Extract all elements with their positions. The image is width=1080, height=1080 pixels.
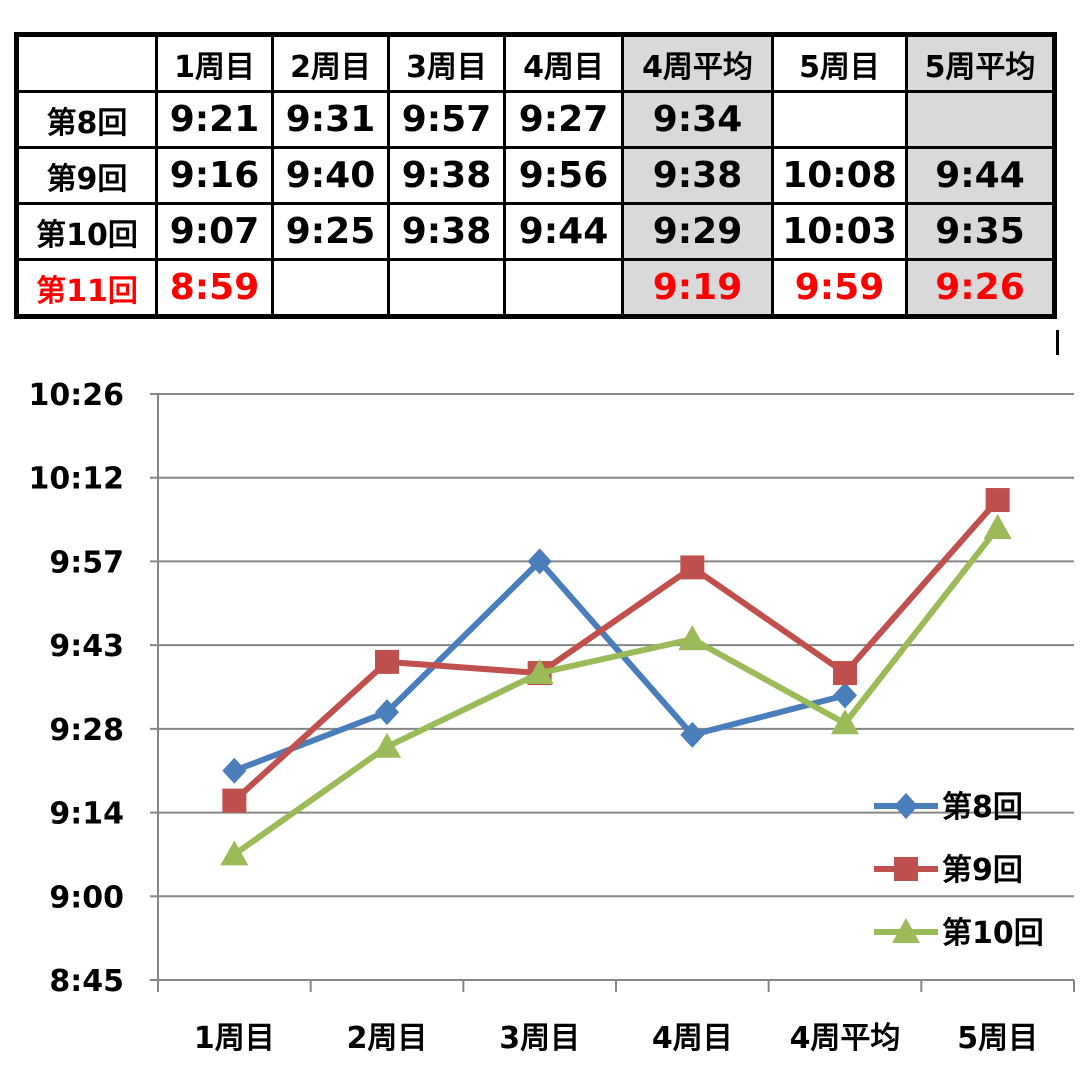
triangle-marker bbox=[525, 659, 554, 685]
table-cell: 9:07 bbox=[155, 202, 274, 261]
legend-item: 第8回 bbox=[874, 790, 1023, 825]
table-row: 第9回 9:16 9:40 9:38 9:56 9:38 10:08 9:44 bbox=[15, 146, 1056, 205]
table-cell: 9:38 bbox=[387, 202, 506, 261]
header-lap5-average: 5周平均 bbox=[905, 33, 1056, 93]
table-row: 第10回 9:07 9:25 9:38 9:44 9:29 10:03 9:35 bbox=[15, 202, 1056, 261]
header-lap5: 5周目 bbox=[771, 33, 908, 93]
triangle-marker bbox=[678, 625, 707, 651]
y-tick-label: 9:57 bbox=[49, 545, 124, 580]
table-cell: 9:56 bbox=[503, 146, 624, 205]
square-marker bbox=[222, 788, 247, 813]
table-cell bbox=[771, 90, 908, 149]
row-label: 第10回 bbox=[15, 202, 158, 261]
table-cell: 8:59 bbox=[155, 258, 274, 318]
table-cell: 9:16 bbox=[155, 146, 274, 205]
y-tick-label: 10:12 bbox=[29, 462, 125, 497]
table-cell: 10:08 bbox=[771, 146, 908, 205]
square-marker bbox=[894, 857, 918, 881]
header-lap1: 1周目 bbox=[155, 33, 274, 93]
table-cell-average: 9:29 bbox=[621, 202, 774, 261]
legend-item: 第10回 bbox=[874, 916, 1044, 951]
header-corner-cell bbox=[15, 33, 158, 93]
header-lap4: 4周目 bbox=[503, 33, 624, 93]
row-label: 第8回 bbox=[15, 90, 158, 149]
x-tick-label: 3周目 bbox=[499, 1021, 580, 1056]
y-tick-label: 9:28 bbox=[49, 713, 124, 748]
table-row: 第8回 9:21 9:31 9:57 9:27 9:34 bbox=[15, 90, 1056, 149]
lap-time-line-chart: 8:45 9:00 9:14 9:28 9:43 9:57 10:12 10:26 1周目 2周… bbox=[29, 378, 1075, 1056]
legend-label: 第9回 bbox=[942, 853, 1023, 888]
triangle-marker bbox=[892, 918, 920, 943]
data-series bbox=[220, 488, 1012, 866]
square-marker bbox=[985, 488, 1010, 513]
lap-time-table: 1周目 2周目 3周目 4周目 4周平均 5周目 5周平均 第8回 9:21 9… bbox=[14, 32, 1057, 319]
triangle-marker bbox=[220, 840, 249, 866]
table-cell: 9:25 bbox=[271, 202, 390, 261]
table-cell: 9:40 bbox=[271, 146, 390, 205]
diamond-marker bbox=[527, 548, 552, 575]
table-cell-average: 9:35 bbox=[905, 202, 1056, 261]
x-tick-label: 4周平均 bbox=[790, 1021, 901, 1056]
y-tick-label: 9:00 bbox=[49, 880, 124, 915]
table-cell: 9:21 bbox=[155, 90, 274, 149]
triangle-marker bbox=[373, 732, 401, 758]
legend-item: 第9回 bbox=[874, 853, 1023, 888]
table-cell bbox=[387, 258, 506, 318]
table-cell-average bbox=[905, 90, 1056, 149]
table-edge-line bbox=[1056, 330, 1059, 355]
table-cell: 9:31 bbox=[271, 90, 390, 149]
header-lap3: 3周目 bbox=[387, 33, 506, 93]
table-cell-average: 9:26 bbox=[905, 258, 1056, 318]
row-label: 第11回 bbox=[15, 258, 158, 318]
header-lap2: 2周目 bbox=[271, 33, 390, 93]
table-cell-average: 9:34 bbox=[621, 90, 774, 149]
table-cell: 9:38 bbox=[387, 146, 506, 205]
diamond-marker bbox=[894, 793, 918, 819]
axes bbox=[150, 393, 1075, 992]
y-tick-label: 9:14 bbox=[49, 797, 124, 832]
square-marker bbox=[680, 555, 705, 580]
table-cell: 10:03 bbox=[771, 202, 908, 261]
series-第8回 bbox=[222, 548, 857, 784]
x-tick-label: 5周目 bbox=[957, 1021, 1038, 1056]
square-marker bbox=[375, 649, 399, 674]
diamond-marker bbox=[833, 682, 857, 709]
triangle-marker bbox=[831, 709, 859, 735]
y-axis-tick-labels: 8:45 9:00 9:14 9:28 9:43 9:57 10:12 10:26 bbox=[29, 378, 125, 999]
table-cell bbox=[271, 258, 390, 318]
table-cell: 9:59 bbox=[771, 258, 908, 318]
triangle-marker bbox=[983, 513, 1012, 539]
table-cell: 9:27 bbox=[503, 90, 624, 149]
diamond-marker bbox=[680, 721, 705, 748]
legend-label: 第8回 bbox=[942, 790, 1023, 825]
table-cell-average: 9:19 bbox=[621, 258, 774, 318]
table-cell: 9:57 bbox=[387, 90, 506, 149]
x-tick-label: 2周目 bbox=[347, 1021, 428, 1056]
legend-label: 第10回 bbox=[942, 916, 1044, 951]
x-tick-label: 1周目 bbox=[194, 1021, 275, 1056]
x-tick-label: 4周目 bbox=[652, 1021, 733, 1056]
y-tick-label: 8:45 bbox=[49, 964, 124, 999]
table-cell: 9:44 bbox=[503, 202, 624, 261]
y-tick-label: 10:26 bbox=[29, 378, 125, 413]
table-header-row: 1周目 2周目 3周目 4周目 4周平均 5周目 5周平均 bbox=[15, 33, 1056, 93]
table-cell-average: 9:44 bbox=[905, 146, 1056, 205]
series-line bbox=[232, 498, 1000, 803]
table-cell bbox=[503, 258, 624, 318]
row-label: 第9回 bbox=[15, 146, 158, 205]
table-cell-average: 9:38 bbox=[621, 146, 774, 205]
series-第10回 bbox=[220, 513, 1012, 866]
diamond-marker bbox=[222, 757, 247, 784]
series-line bbox=[232, 526, 1001, 857]
square-marker bbox=[833, 661, 857, 686]
diamond-marker bbox=[375, 699, 399, 726]
header-lap4-average: 4周平均 bbox=[621, 33, 774, 93]
y-tick-label: 9:43 bbox=[49, 629, 124, 664]
x-axis-tick-labels: 1周目 2周目 3周目 4周目 4周平均 5周目 bbox=[194, 1021, 1038, 1056]
table-row-highlight: 第11回 8:59 9:19 9:59 9:26 bbox=[15, 258, 1056, 318]
